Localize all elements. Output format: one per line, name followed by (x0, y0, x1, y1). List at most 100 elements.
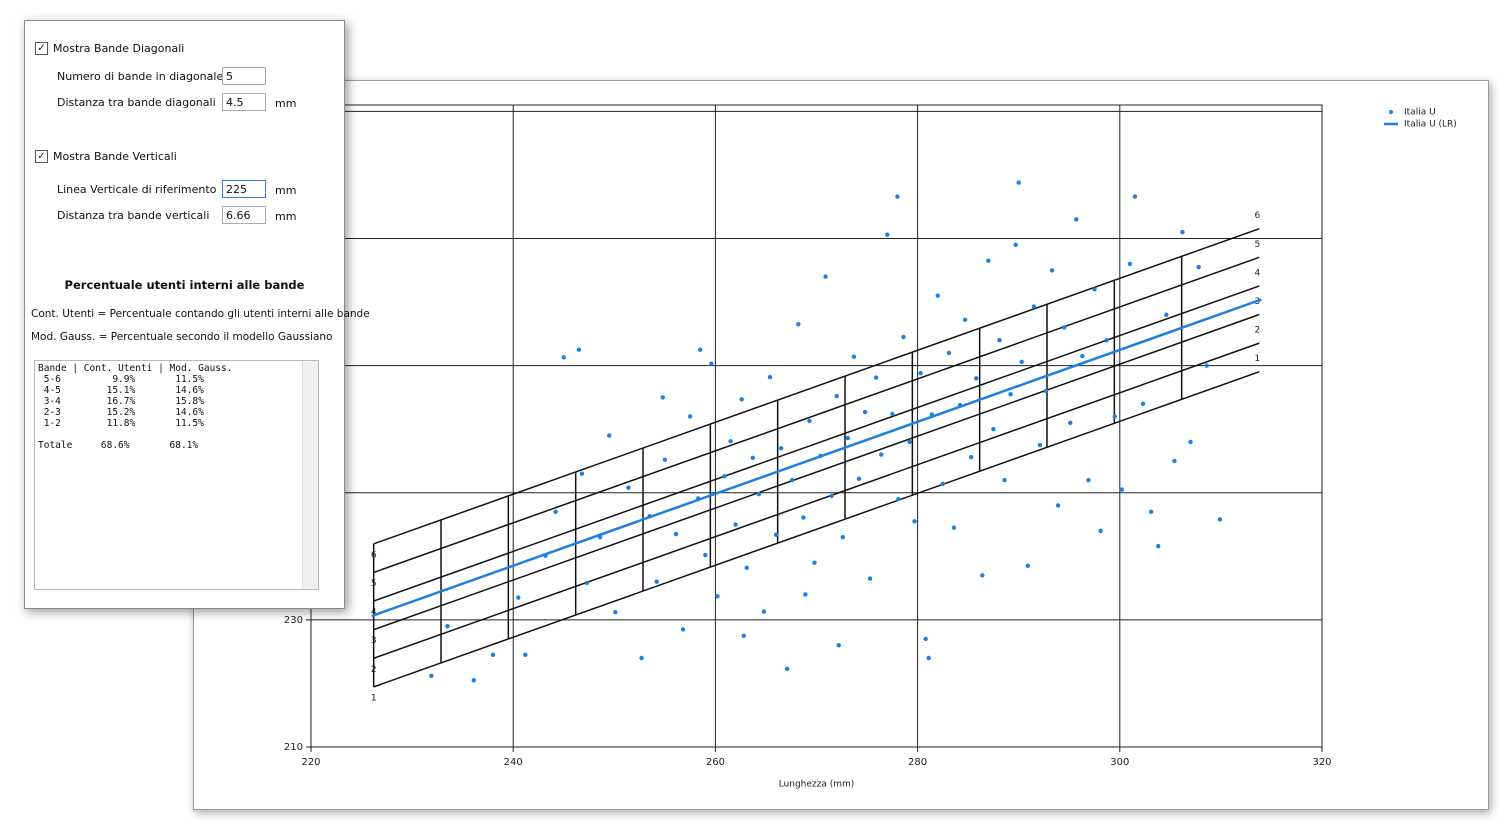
text-input[interactable]: 225 (222, 180, 266, 198)
data-point (803, 592, 808, 597)
data-point (761, 609, 767, 614)
data-point (986, 258, 991, 263)
results-textbox[interactable]: Bande | Cont. Utenti | Mod. Gauss. 5-6 9.… (34, 360, 319, 590)
text-input[interactable]: 6.66 (222, 206, 266, 224)
data-point (918, 371, 923, 376)
data-point (471, 678, 476, 683)
table-cell: 11.8% (106, 418, 136, 429)
checkbox-label[interactable]: Mostra Bande Verticali (53, 150, 177, 163)
data-point (698, 347, 703, 352)
table-cell: 4-5 (43, 385, 61, 396)
data-point (584, 580, 590, 586)
plot-frame (310, 104, 1323, 748)
data-point (561, 355, 566, 360)
chart-window: 220240260280300320210230250270290310Lung… (193, 80, 1489, 810)
checkbox-label[interactable]: Mostra Bande Diagonali (53, 42, 185, 55)
table-cell: 68.1% (169, 440, 199, 451)
table-cell: 15.8% (175, 396, 204, 407)
x-tick-label: 280 (908, 757, 927, 768)
note: Mod. Gauss. = Percentuale secondo il mod… (31, 331, 333, 343)
data-point (778, 446, 784, 451)
data-point (901, 334, 906, 340)
unit-label: mm (275, 184, 297, 197)
scrollbar[interactable] (302, 361, 318, 589)
legend-label: Italia U (1404, 108, 1436, 118)
table-cell: 14.6% (175, 385, 204, 396)
data-point (1104, 337, 1109, 343)
data-point (951, 525, 957, 530)
data-point (885, 232, 890, 237)
data-point (1031, 304, 1037, 309)
data-point (867, 576, 873, 581)
data-point (773, 532, 779, 537)
data-point (1080, 353, 1085, 359)
band-label: 5 (1254, 240, 1260, 250)
field-label: Linea Verticale di riferimento (57, 183, 217, 196)
data-point (1180, 229, 1185, 235)
data-point (733, 522, 738, 527)
data-point (1019, 359, 1024, 364)
data-point (962, 317, 968, 323)
data-point (836, 643, 841, 648)
table-cell: Totale (38, 440, 73, 451)
data-point (1068, 420, 1073, 426)
data-point (709, 361, 714, 366)
data-point (840, 535, 845, 540)
data-point (873, 375, 879, 380)
band-label: 6 (1254, 211, 1260, 221)
table-row: 1-2 11.8% 11.5% (38, 418, 232, 429)
data-point (968, 454, 974, 460)
table-cell: 15.2% (106, 407, 136, 418)
x-axis-title: Lunghezza (mm) (779, 780, 855, 790)
data-point (750, 455, 756, 460)
band-label: 1 (1254, 354, 1260, 364)
table-cell: 68.6% (100, 440, 130, 451)
x-tick-label: 320 (1312, 757, 1331, 768)
data-point (923, 636, 928, 642)
data-point (715, 594, 720, 599)
data-point (722, 474, 727, 479)
data-point (680, 627, 686, 632)
data-point (739, 397, 744, 402)
legend-label: Italia U (LR) (1404, 120, 1457, 130)
data-point (756, 491, 762, 497)
data-point (1164, 312, 1169, 317)
data-point (1002, 477, 1007, 483)
data-point (1008, 392, 1013, 397)
data-point (1188, 439, 1193, 445)
data-point (1217, 517, 1223, 522)
band-line (373, 313, 1260, 631)
data-point (829, 493, 834, 499)
text-input[interactable]: 5 (222, 67, 266, 85)
regression-line (371, 298, 1262, 618)
table-row: Totale 68.6% 68.1% (38, 440, 232, 451)
data-point (935, 293, 941, 298)
y-tick-label: 230 (284, 615, 303, 626)
data-point (662, 457, 668, 462)
field-label: Numero di bande in diagonale (57, 70, 224, 83)
data-point (1156, 543, 1161, 549)
checkbox[interactable]: ✓ (35, 150, 48, 163)
section-title: Percentuale utenti interni alle bande (64, 278, 305, 292)
table-cell: 11.5% (175, 374, 204, 385)
table-cell: 15.1% (106, 385, 136, 396)
data-point (856, 476, 862, 481)
data-point (607, 433, 612, 438)
band-line (373, 285, 1260, 602)
data-point (862, 409, 868, 415)
data-point (516, 595, 521, 600)
checkbox[interactable]: ✓ (35, 42, 48, 55)
text-input[interactable]: 4.5 (222, 93, 266, 111)
note: Cont. Utenti = Percentuale contando gli … (31, 308, 370, 320)
data-point (946, 350, 952, 356)
data-point (896, 496, 901, 502)
data-point (1204, 363, 1209, 368)
data-point (790, 477, 795, 483)
data-point (879, 452, 884, 457)
data-point (1055, 503, 1061, 508)
data-point (1049, 268, 1055, 273)
data-point (991, 426, 996, 432)
data-point (926, 655, 931, 661)
data-point (1119, 487, 1125, 492)
